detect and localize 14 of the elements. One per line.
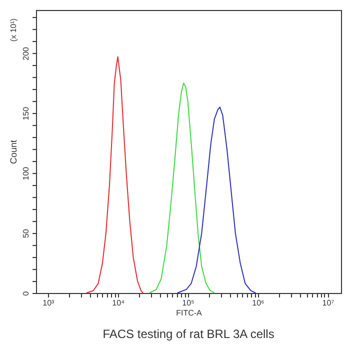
y-tick-label: 0 xyxy=(22,290,30,296)
x-tick-label: 10⁶ xyxy=(252,298,264,308)
x-tick-label: 10⁵ xyxy=(182,298,194,308)
x-axis-title: FITC-A xyxy=(176,308,203,318)
x-tick-label: 10³ xyxy=(42,298,55,308)
text: (x 10¹) xyxy=(9,18,18,42)
x-tick-label: 10⁷ xyxy=(322,298,334,308)
y-axis-title: Count xyxy=(8,140,18,164)
y-tick-label: 50 xyxy=(22,228,30,238)
y-tick-label: 150 xyxy=(22,106,30,120)
y-tick-label: 200 xyxy=(22,46,30,60)
x-tick-label: 10⁴ xyxy=(112,298,126,308)
text: FACS testing of rat BRL 3A cells xyxy=(102,327,274,341)
y-tick-label: 100 xyxy=(22,166,30,180)
